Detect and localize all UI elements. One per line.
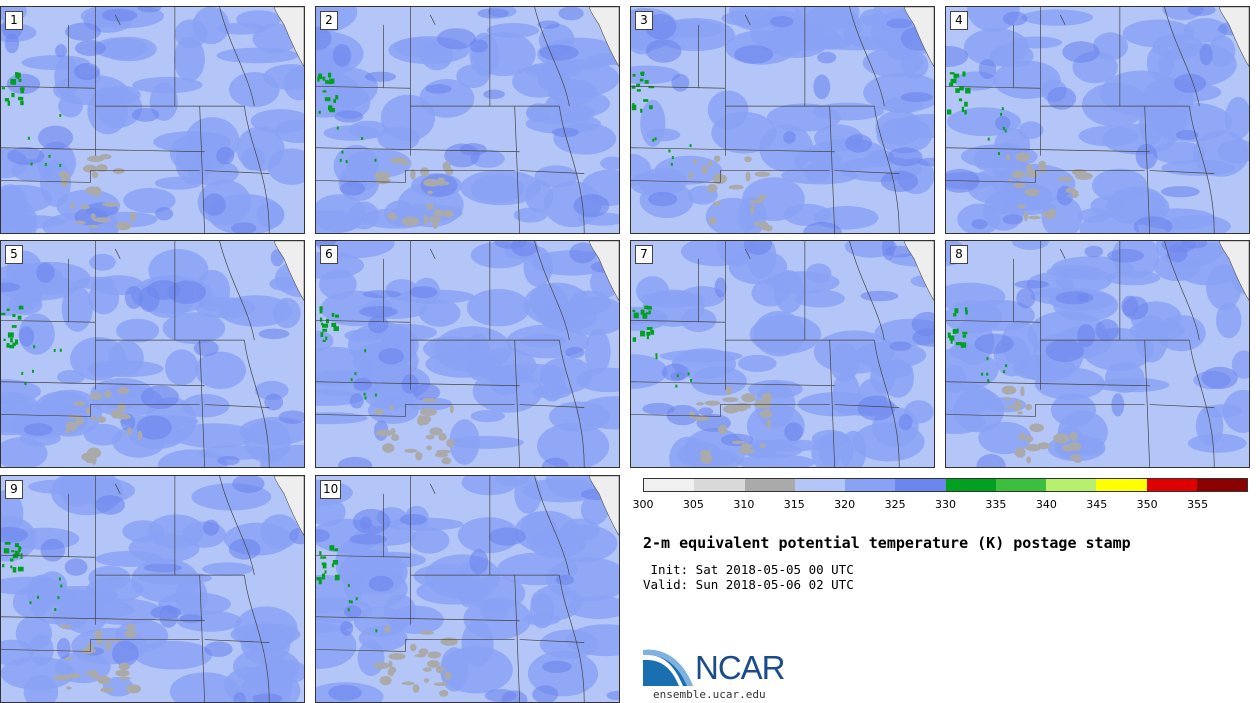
colorbar-tick-label: 350 [1136,498,1158,511]
map-panel-6: 6 [315,240,620,468]
chart-title: 2-m equivalent potential temperature (K)… [643,534,1131,552]
panel-label-7: 7 [635,245,653,264]
map-panel-7: 7 [630,240,935,468]
colorbar-swatch-9 [1096,479,1147,491]
colorbar-tick-label: 335 [985,498,1007,511]
colorbar-swatch-2 [744,479,795,491]
panel-label-6: 6 [320,245,338,264]
ensemble-url: ensemble.ucar.edu [653,688,766,701]
map-1 [1,7,304,233]
colorbar-swatch-8 [1046,479,1097,491]
map-2 [316,7,619,233]
map-10 [316,476,619,702]
panel-label-1: 1 [5,11,23,30]
map-8 [946,241,1249,467]
panel-label-4: 4 [950,11,968,30]
colorbar-swatch-7 [995,479,1046,491]
valid-time: Valid: Sun 2018-05-06 02 UTC [643,577,854,592]
map-4 [946,7,1249,233]
ncar-swoosh-icon [643,649,693,686]
colorbar-ticks: 300 305 310 315 320 325 330 335 340 345 350 355 [633,498,1248,512]
init-time: Init: Sat 2018-05-05 00 UTC [643,562,854,577]
panel-label-2: 2 [320,11,338,30]
panel-label-5: 5 [5,245,23,264]
colorbar-swatch-5 [895,479,946,491]
colorbar-swatch-6 [945,479,996,491]
colorbar-tick-label: 345 [1086,498,1108,511]
panel-label-9: 9 [5,480,23,499]
colorbar-swatch-0 [644,479,695,491]
colorbar-tick-label: 310 [733,498,755,511]
panel-label-8: 8 [950,245,968,264]
map-9 [1,476,304,702]
map-panel-5: 5 [0,240,305,468]
colorbar-swatch-10 [1146,479,1197,491]
colorbar-swatch-4 [845,479,896,491]
map-panel-4: 4 [945,6,1250,234]
ncar-logo-text: NCAR [695,649,786,686]
map-panel-9: 9 [0,475,305,703]
colorbar-tick-label: 325 [884,498,906,511]
colorbar [643,478,1248,492]
panel-label-10: 10 [320,480,342,499]
colorbar-tick-label: 315 [783,498,805,511]
colorbar-tick-label: 300 [632,498,654,511]
map-panel-1: 1 [0,6,305,234]
map-panel-2: 2 [315,6,620,234]
colorbar-tick-label: 355 [1187,498,1209,511]
colorbar-tick-label: 330 [935,498,956,511]
ncar-logo: NCAR [643,646,793,688]
colorbar-tick-label: 320 [834,498,856,511]
colorbar-swatch-3 [794,479,845,491]
colorbar-tick-label: 340 [1035,498,1057,511]
map-5 [1,241,304,467]
map-7 [631,241,934,467]
map-panel-3: 3 [630,6,935,234]
map-panel-8: 8 [945,240,1250,468]
map-panel-10: 10 [315,475,620,703]
map-6 [316,241,619,467]
colorbar-swatch-11 [1196,479,1247,491]
panel-label-3: 3 [635,11,653,30]
map-3 [631,7,934,233]
colorbar-tick-label: 305 [682,498,704,511]
colorbar-swatch-1 [694,479,745,491]
